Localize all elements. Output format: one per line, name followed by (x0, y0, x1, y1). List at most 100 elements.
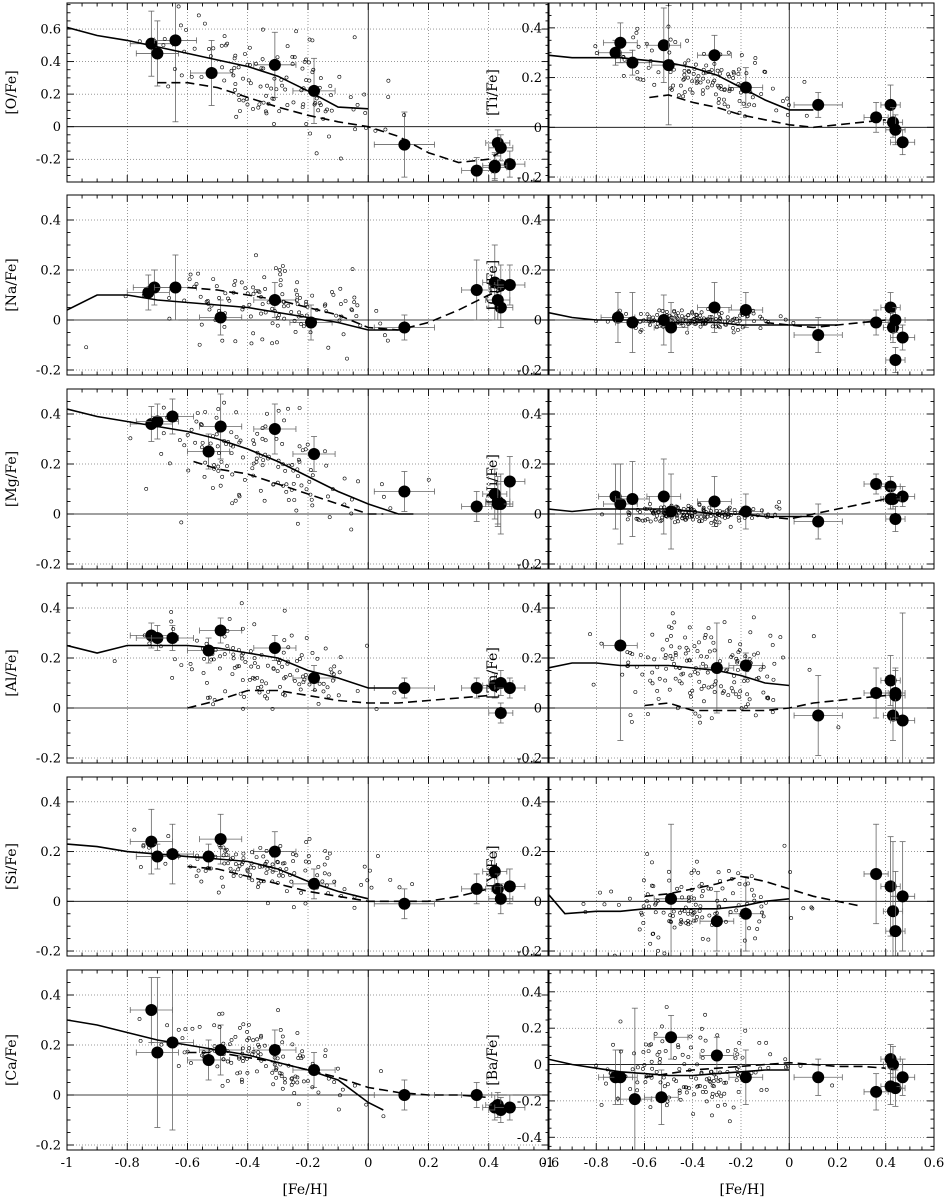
field-star-point (276, 465, 281, 469)
field-star-point (726, 515, 730, 519)
field-star-point (159, 644, 163, 649)
field-star-point (753, 936, 757, 941)
field-star-point (288, 873, 292, 877)
field-star-point (657, 1060, 662, 1065)
field-star-point (275, 323, 280, 328)
field-star-point (294, 508, 299, 513)
field-star-point (260, 337, 265, 342)
field-star-point (381, 494, 386, 499)
field-star-point (745, 702, 750, 707)
field-star-point (623, 1074, 628, 1079)
field-star-point (758, 314, 763, 319)
field-star-point (734, 908, 739, 913)
data-point (470, 284, 483, 296)
field-star-point (689, 909, 693, 914)
field-star-point (749, 1071, 754, 1075)
field-star-point (655, 313, 660, 317)
field-star-point (224, 464, 229, 468)
model-solid-line (67, 294, 399, 331)
field-star-point (260, 679, 264, 684)
field-star-point (604, 1081, 608, 1086)
field-star-point (338, 655, 343, 660)
field-star-point (329, 93, 333, 98)
field-star-point (297, 682, 302, 687)
field-star-point (275, 55, 280, 60)
field-star-point (219, 1047, 223, 1052)
field-star-point (701, 318, 705, 323)
y-tick-label: 0.4 (40, 55, 61, 70)
field-star-point (274, 1066, 279, 1071)
field-star-point (627, 511, 632, 516)
field-star-point (716, 101, 721, 105)
field-star-point (323, 109, 328, 114)
field-star-point (720, 886, 725, 891)
field-star-point (304, 57, 308, 62)
field-star-point (299, 890, 303, 895)
field-star-point (648, 678, 653, 683)
field-star-point (738, 689, 743, 694)
field-star-point (239, 601, 244, 606)
field-star-point (392, 690, 397, 695)
field-star-point (298, 657, 302, 661)
data-point (494, 892, 507, 905)
field-star-point (615, 316, 620, 321)
field-star-point (208, 1047, 213, 1052)
field-star-point (713, 513, 717, 517)
field-star-point (352, 300, 357, 305)
y-tick-label: -0.2 (36, 364, 61, 379)
model-dashed-line (644, 1061, 886, 1079)
field-star-point (683, 635, 688, 640)
field-star-point (283, 1080, 287, 1085)
field-star-point (323, 449, 327, 454)
field-star-point (219, 43, 224, 48)
field-star-point (216, 890, 221, 895)
field-star-point (338, 1093, 342, 1098)
field-star-point (318, 76, 323, 81)
field-star-point (194, 282, 199, 286)
field-star-point (695, 1062, 699, 1067)
field-star-point (836, 725, 841, 730)
field-star-point (671, 67, 676, 72)
field-star-point (644, 1042, 648, 1047)
field-star-point (222, 861, 227, 866)
field-star-point (676, 519, 680, 524)
field-star-point (211, 46, 216, 51)
field-star-point (259, 295, 263, 299)
field-star-point (254, 61, 258, 66)
field-star-point (260, 436, 265, 441)
field-star-point (289, 633, 294, 638)
field-star-point (306, 1079, 310, 1084)
y-tick-label: 0.4 (521, 602, 542, 617)
field-star-point (724, 1080, 728, 1085)
field-star-point (166, 834, 171, 838)
field-star-point (722, 1091, 727, 1096)
field-star-point (713, 679, 718, 684)
field-star-point (667, 1095, 671, 1100)
field-star-point (213, 648, 218, 652)
field-star-point (674, 313, 679, 318)
field-star-point (142, 633, 147, 638)
field-star-point (388, 506, 393, 511)
y-tick-label: -0.4 (517, 1131, 542, 1146)
field-star-point (687, 1086, 692, 1091)
field-star-point (737, 881, 742, 886)
field-star-point (342, 502, 347, 507)
field-star-point (673, 676, 678, 681)
panel-znfe: -0.200.20.4[Zn/Fe] (485, 582, 935, 767)
field-star-point (271, 853, 275, 858)
y-tick-label: -0.2 (517, 171, 542, 186)
field-star-point (362, 92, 367, 97)
field-star-point (718, 879, 722, 883)
field-star-point (199, 422, 204, 427)
field-star-point (182, 1050, 187, 1055)
field-star-point (668, 37, 673, 42)
field-star-point (254, 456, 259, 461)
field-star-point (279, 1071, 284, 1076)
field-star-point (724, 322, 728, 327)
field-star-point (771, 677, 776, 682)
field-star-point (278, 658, 282, 663)
field-star-point (717, 904, 721, 909)
field-star-point (786, 103, 791, 107)
field-star-point (280, 292, 285, 297)
field-star-point (722, 102, 727, 107)
